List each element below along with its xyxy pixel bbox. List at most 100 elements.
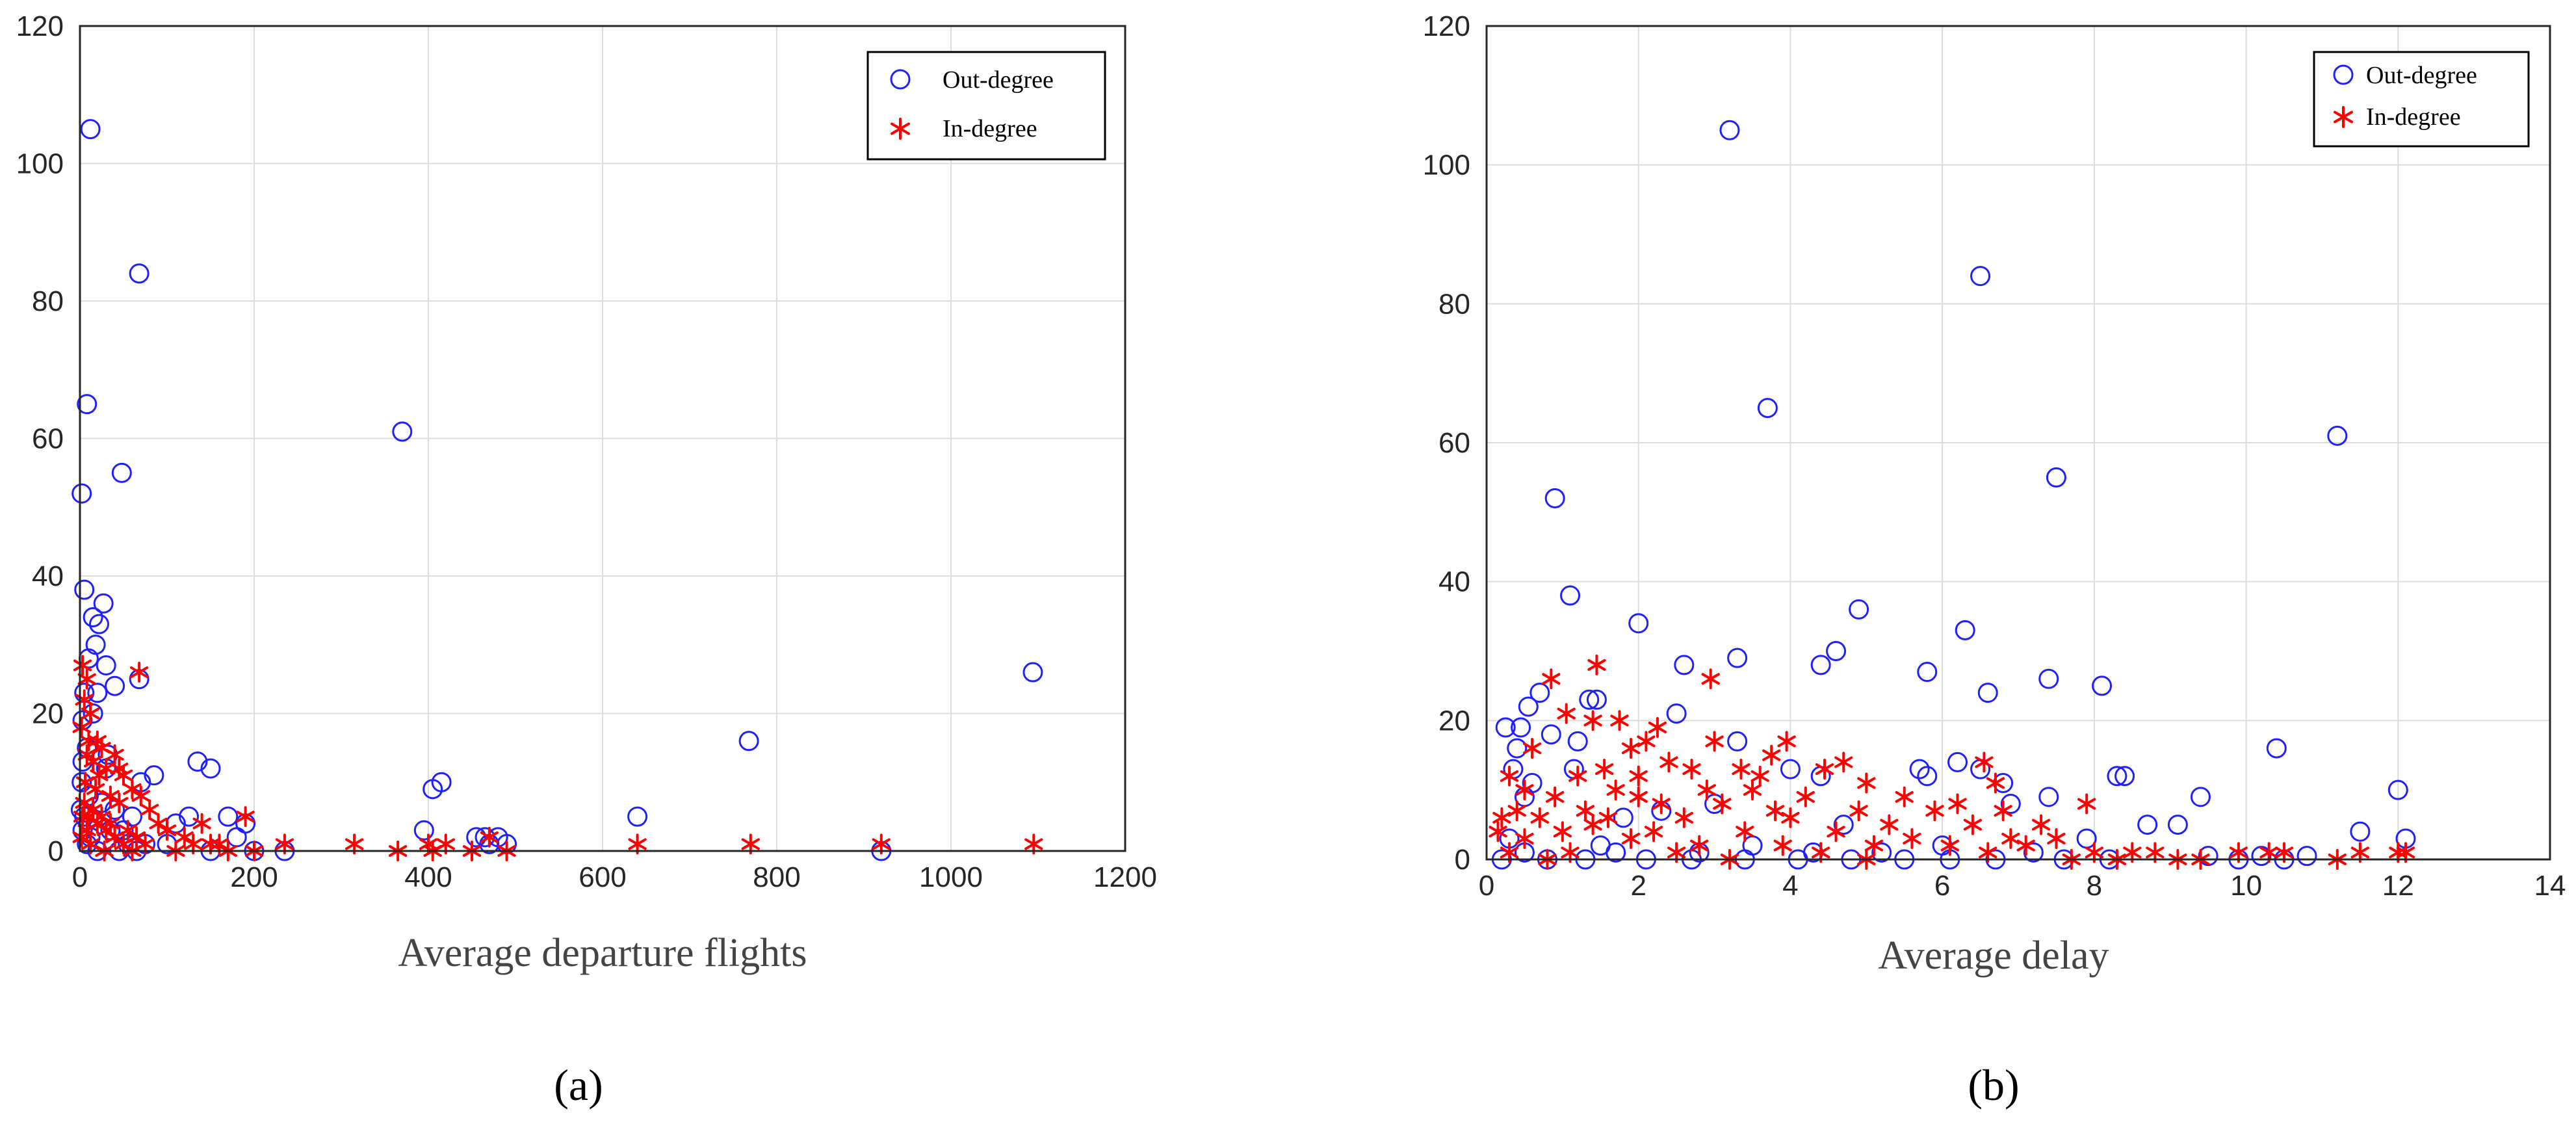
legend-marker-in-degree-b (2334, 106, 2353, 128)
in-degree-point (1762, 744, 1781, 766)
legend-b: Out-degree In-degree (2313, 51, 2530, 148)
out-degree-point (2327, 425, 2348, 446)
out-degree-point (96, 655, 116, 675)
in-degree-point (1849, 800, 1868, 822)
legend-label-out-degree-b: Out-degree (2366, 62, 2477, 89)
in-degree-point (140, 799, 159, 820)
plot-frame-b (1485, 25, 2551, 861)
out-degree-point (1560, 585, 1581, 606)
legend-a: Out-degree In-degree (866, 51, 1106, 161)
in-degree-point (1606, 779, 1625, 801)
legend-label-in-degree-a: In-degree (943, 115, 1037, 142)
out-degree-point (1674, 655, 1695, 675)
in-degree-point (1553, 821, 1572, 843)
out-degree-point (1757, 398, 1778, 419)
in-degree-point (1659, 752, 1678, 773)
out-degree-point (1871, 842, 1892, 863)
in-degree-point (81, 703, 100, 724)
y-tick-label: 60 (32, 423, 64, 455)
x-axis-label-a: Average departure flights (398, 931, 807, 975)
out-degree-point (1780, 759, 1801, 779)
in-degree-point (157, 820, 177, 841)
out-degree-point (1849, 599, 1869, 620)
out-degree-point (2114, 766, 2135, 787)
y-tick-label: 80 (32, 285, 64, 317)
out-degree-point (1947, 752, 1968, 772)
x-tick-label: 10 (2230, 870, 2262, 902)
out-degree-point (1511, 717, 1531, 738)
out-degree-point (1518, 696, 1539, 717)
asterisk-icon (2334, 106, 2353, 128)
x-tick-label: 4 (1782, 870, 1798, 902)
y-tick-label: 80 (1438, 288, 1470, 320)
in-degree-point (1652, 793, 1671, 815)
in-degree-point (127, 826, 146, 848)
out-degree-point (1606, 842, 1626, 863)
in-degree-point (1542, 668, 1561, 690)
out-degree-point (1628, 613, 1649, 634)
in-degree-point (1587, 654, 1606, 675)
out-degree-point (88, 614, 109, 634)
in-degree-point (1994, 800, 2012, 822)
out-degree-point (2190, 787, 2211, 807)
in-degree-point (1895, 786, 1914, 807)
in-degree-point (2077, 793, 2096, 815)
in-degree-point (1629, 765, 1648, 787)
in-degree-point (79, 730, 98, 752)
x-tick-label: 1200 (1093, 861, 1157, 893)
in-degree-point (1690, 835, 1709, 856)
in-degree-point (1925, 800, 1944, 822)
out-degree-point (105, 675, 125, 696)
in-degree-point (131, 785, 150, 807)
x-tick-label: 2 (1630, 870, 1646, 902)
in-degree-point (1880, 814, 1899, 835)
in-degree-point (1701, 668, 1720, 690)
out-degree-point (187, 752, 208, 772)
y-ticks-b: 0 20 40 60 80 100 120 (1423, 10, 1470, 876)
out-degree-point (1955, 620, 1975, 640)
in-degree-point (1530, 807, 1549, 828)
out-degree-point (738, 731, 759, 752)
y-tick-label: 0 (48, 835, 64, 867)
out-degree-point (83, 607, 103, 627)
series-out-degree-a (70, 119, 1043, 861)
in-degree-point (101, 813, 120, 834)
in-degree-point (1903, 828, 1921, 849)
in-degree-point (118, 820, 137, 841)
legend-marker-in-degree-a (891, 118, 910, 140)
in-degree-point (101, 785, 120, 807)
in-degree-point (1750, 765, 1769, 787)
in-degree-point (1682, 759, 1701, 780)
in-degree-point (1796, 786, 1815, 807)
x-tick-label: 200 (230, 861, 278, 893)
in-degree-point (1732, 759, 1750, 780)
out-degree-point (423, 779, 443, 800)
legend-marker-out-degree-a (890, 69, 911, 90)
out-degree-point (93, 593, 114, 614)
chart-panel-b: 0 2 4 6 8 10 12 14 0 20 40 60 80 100 120 Out-degree I… (1423, 10, 2566, 1110)
in-degree-point (1765, 800, 1785, 822)
out-degree-point (1909, 759, 1930, 779)
in-degree-point (1546, 786, 1565, 807)
in-degree-point (1492, 807, 1511, 828)
in-degree-point (1963, 814, 1983, 835)
in-degree-point (1697, 779, 1717, 801)
in-degree-point (236, 806, 255, 828)
out-degree-point (2350, 821, 2371, 842)
in-degree-point (1986, 772, 2005, 794)
out-degree-point (1719, 120, 1740, 140)
y-tick-label: 0 (1455, 844, 1470, 876)
x-ticks-b: 0 2 4 6 8 10 12 14 (1479, 870, 2566, 902)
in-degree-point (105, 744, 124, 765)
in-degree-point (1777, 731, 1796, 752)
out-degree-point (2266, 738, 2287, 759)
out-degree-point (466, 827, 487, 848)
x-ticks-a: 0 200 400 600 800 1000 1200 (72, 861, 1157, 893)
in-degree-point (2001, 828, 2020, 849)
out-degree-point (1586, 689, 1607, 710)
in-degree-point (110, 792, 129, 813)
out-degree-point (226, 827, 247, 848)
in-degree-point (1773, 835, 1792, 856)
out-degree-point (2137, 815, 2158, 835)
out-degree-point (1529, 683, 1550, 703)
